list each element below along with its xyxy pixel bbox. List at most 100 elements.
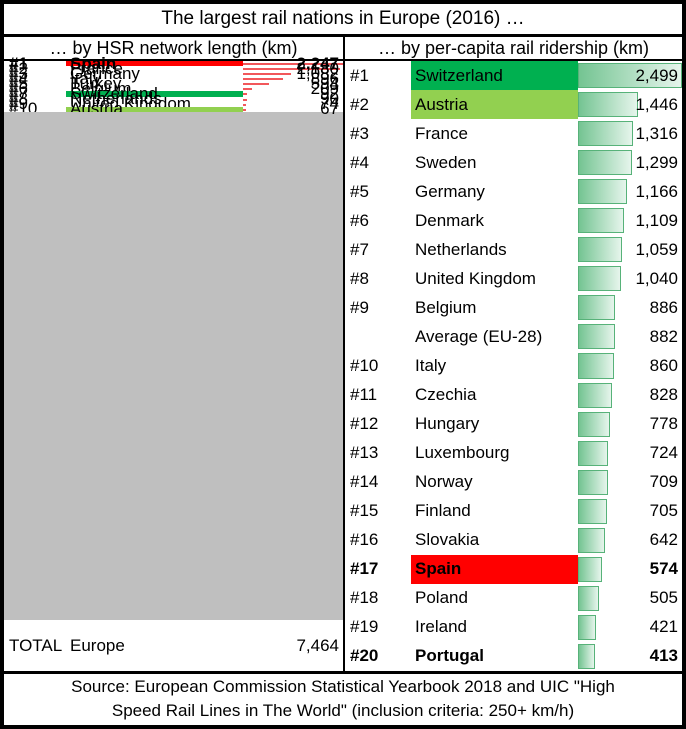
rank-label	[345, 322, 411, 351]
value-label: 1,166	[635, 181, 678, 201]
total-value: 7,464	[296, 635, 339, 655]
value-label: 778	[649, 414, 678, 434]
value-cell: 882	[578, 322, 682, 351]
value-cell: 1,166	[578, 177, 682, 206]
table-row: #19 Ireland 421	[345, 613, 682, 642]
table-row: #20 Portugal 413	[345, 642, 682, 671]
data-bar	[578, 382, 613, 408]
value-cell: 1,316	[578, 119, 682, 148]
rank-label: #10	[350, 355, 379, 375]
value-cell: 67	[243, 99, 343, 118]
value-label: 2,247	[296, 53, 339, 73]
table-row: #9 Belgium 886	[345, 293, 682, 322]
country-name: Slovakia	[415, 530, 480, 550]
rank-label: #16	[350, 530, 379, 550]
value-cell: 778	[578, 410, 682, 439]
value-label: 1,316	[635, 123, 678, 143]
value-cell: 896	[243, 69, 343, 88]
country-name: Switzerland	[411, 61, 578, 91]
data-bar	[578, 150, 633, 176]
data-bar	[578, 92, 639, 118]
value-cell: 705	[578, 497, 682, 526]
rank-label: #4	[350, 152, 369, 172]
source-line-2: Speed Rail Lines in The World" (inclusio…	[111, 701, 575, 720]
table-row: #3 France 1,316	[345, 119, 682, 148]
data-bar	[578, 208, 625, 234]
value-cell: 2,247	[243, 54, 343, 73]
table-row: #2 Austria 1,446	[345, 90, 682, 120]
table-row: #14 Norway 709	[345, 468, 682, 497]
value-cell: 709	[578, 468, 682, 497]
country-name: Belgium	[415, 297, 477, 317]
rank-label: #15	[350, 501, 379, 521]
value-label: 828	[649, 385, 678, 405]
rank-label: #20	[350, 646, 379, 666]
country-name: Italy	[415, 355, 447, 375]
table-row: #12 Hungary 778	[345, 410, 682, 439]
data-bar	[578, 353, 614, 379]
value-label: 90	[320, 89, 339, 109]
value-label: 705	[649, 501, 678, 521]
value-label: 67	[320, 99, 339, 119]
hsr-length-table: … by HSR network length (km) #1 Spain 2,24…	[4, 37, 343, 671]
value-label: 421	[649, 617, 678, 637]
data-bar	[243, 83, 270, 86]
page-title: The largest rail nations in Europe (2016…	[4, 4, 682, 37]
table-columns: … by HSR network length (km) #1 Spain 2,24…	[4, 37, 682, 671]
rank-label: #18	[350, 588, 379, 608]
data-bar	[243, 63, 343, 65]
rank-label: #6	[350, 210, 369, 230]
value-cell: 209	[243, 79, 343, 98]
table-row: #17 Spain 574	[345, 554, 682, 584]
value-cell: 828	[578, 381, 682, 410]
value-label: 74	[320, 94, 339, 114]
value-label: 574	[649, 559, 678, 579]
table-row: #1 Switzerland 2,499	[345, 61, 682, 91]
value-label: 642	[649, 530, 678, 550]
table-row: #7 Netherlands 1,059	[345, 235, 682, 264]
value-label: 886	[649, 297, 678, 317]
value-label: 594	[310, 73, 339, 93]
data-bar	[578, 411, 611, 437]
rank-label: #2	[350, 94, 369, 114]
ridership-rows: #1 Switzerland 2,499 #2 Austria 1,446 #3 France…	[345, 61, 682, 671]
data-bar	[243, 78, 283, 81]
data-bar	[243, 98, 247, 101]
value-cell: 92	[243, 84, 343, 103]
table-row: #18 Poland 505	[345, 584, 682, 613]
hsr-length-rows: #1 Spain 2,247 #2 France 2,180 #3 Germany 1,082 #…	[4, 54, 343, 118]
value-cell: 505	[578, 584, 682, 613]
data-bar	[578, 295, 615, 321]
value-cell: 421	[578, 613, 682, 642]
value-cell: 2,180	[243, 59, 343, 78]
data-bar	[578, 440, 609, 466]
rank-label: #17	[350, 559, 379, 579]
table-row: #6 Denmark 1,109	[345, 206, 682, 235]
country-name: Austria	[411, 90, 578, 120]
table-row: #8 United Kingdom 1,040	[345, 264, 682, 293]
value-label: 1,059	[635, 239, 678, 259]
value-cell: 74	[243, 94, 343, 113]
country-name: Spain	[411, 554, 578, 584]
data-bar	[243, 103, 247, 106]
value-cell: 1,109	[578, 206, 682, 235]
data-bar	[578, 179, 627, 205]
country-name: Ireland	[415, 617, 467, 637]
value-cell: 1,040	[578, 264, 682, 293]
value-cell: 1,299	[578, 148, 682, 177]
value-cell: 1,059	[578, 235, 682, 264]
column-divider	[343, 37, 345, 671]
country-name: Finland	[415, 501, 471, 521]
data-bar	[578, 643, 596, 669]
country-name: Portugal	[415, 646, 484, 666]
value-label: 2,180	[296, 58, 339, 78]
value-label: 896	[310, 68, 339, 88]
data-bar	[578, 469, 608, 495]
value-label: 1,040	[635, 268, 678, 288]
country-name: Germany	[415, 181, 485, 201]
data-bar	[578, 266, 622, 292]
value-label: 724	[649, 443, 678, 463]
country-name: Norway	[415, 472, 473, 492]
table-row: #13 Luxembourg 724	[345, 439, 682, 468]
source-line-1: Source: European Commission Statistical …	[71, 677, 615, 696]
